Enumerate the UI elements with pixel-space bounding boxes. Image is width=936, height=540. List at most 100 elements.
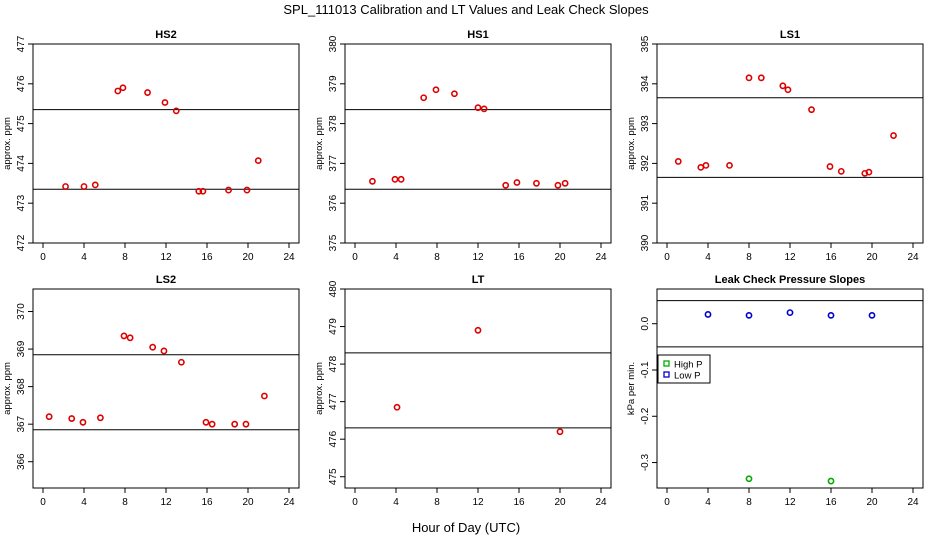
x-tick-label: 0 [40, 497, 46, 508]
data-point [231, 420, 239, 428]
data-point [126, 334, 134, 342]
legend-label: Low P [674, 371, 700, 382]
plot-frame [32, 288, 300, 489]
data-point [865, 168, 873, 176]
y-tick-label: 476 [328, 430, 339, 447]
panel-title: LS2 [156, 274, 176, 286]
y-tick-label: 476 [16, 75, 27, 92]
x-tick-label: 16 [513, 497, 525, 508]
plot-frame [656, 43, 924, 244]
panel-title: LS1 [780, 29, 800, 41]
x-tick-label: 8 [746, 252, 752, 263]
panel-title: Leak Check Pressure Slopes [715, 274, 865, 286]
data-point [533, 179, 540, 187]
data-point [177, 358, 185, 366]
x-tick-label: 8 [746, 497, 752, 508]
data-point [786, 309, 794, 317]
data-point [369, 177, 376, 185]
x-tick-label: 24 [283, 497, 295, 508]
x-tick-label: 24 [907, 252, 919, 263]
data-point [161, 99, 169, 106]
x-tick-label: 20 [242, 497, 254, 508]
data-point [45, 413, 53, 421]
data-point [199, 187, 207, 195]
data-point [502, 181, 510, 189]
y-tick-label: 370 [16, 303, 27, 320]
x-tick-label: 24 [907, 497, 919, 508]
data-point [144, 89, 151, 96]
x-tick-label: 8 [122, 497, 128, 508]
x-tick-label: 16 [513, 252, 525, 263]
panel-leak-check-pressure-slopes: Leak Check Pressure Slopes 0 4 8 12 16 20 24 -0.… [626, 274, 924, 508]
data-point [62, 183, 69, 190]
y-tick-label: 369 [16, 340, 27, 357]
panel-hs2: HS2 0 4 8 12 16 20 24 472 473 474 475 476 477 approx. … [2, 29, 300, 263]
data-point [556, 428, 564, 436]
data-point [120, 332, 128, 340]
data-point [474, 104, 482, 112]
panel-title: LT [472, 274, 485, 286]
legend-box [657, 354, 711, 384]
y-tick-label: 0.0 [640, 316, 651, 330]
x-tick-label: 20 [242, 252, 254, 263]
x-tick-label: 8 [434, 252, 440, 263]
x-tick-label: 16 [825, 252, 837, 263]
x-tick-label: 20 [554, 497, 566, 508]
data-point [391, 175, 399, 183]
data-point [260, 392, 268, 400]
y-tick-label: -0.1 [640, 361, 651, 379]
x-tick-label: 8 [122, 252, 128, 263]
x-tick-label: 20 [866, 497, 878, 508]
plot-frame [344, 43, 612, 244]
data-point [704, 311, 712, 318]
data-point [80, 183, 88, 190]
panel-lt: LT 0 4 8 12 16 20 24 475 476 477 478 479 480 approx. p… [314, 274, 612, 508]
y-tick-label: 473 [16, 194, 27, 211]
data-point [726, 161, 733, 169]
plot-frame [32, 43, 300, 244]
data-point [784, 86, 792, 94]
x-tick-label: 4 [705, 252, 711, 263]
legend-label: High P [674, 360, 703, 371]
data-point [208, 420, 216, 428]
data-point [202, 418, 210, 426]
data-point [195, 187, 203, 195]
data-point [745, 74, 753, 82]
y-tick-label: 478 [328, 355, 339, 372]
y-axis-label: kPa per min. [626, 362, 637, 415]
data-point [779, 82, 787, 90]
data-point [225, 186, 232, 194]
y-tick-label: 367 [16, 415, 27, 432]
x-tick-label: 0 [352, 497, 358, 508]
x-tick-label: 12 [784, 497, 796, 508]
x-tick-label: 4 [393, 497, 399, 508]
x-tick-label: 20 [554, 252, 566, 263]
y-tick-label: 392 [640, 155, 651, 172]
panel-ls2: LS2 0 4 8 12 16 20 24 366 367 368 369 370 approx. ppm [2, 274, 300, 508]
x-tick-label: 16 [201, 252, 213, 263]
data-point [474, 326, 482, 334]
x-tick-label: 16 [825, 497, 837, 508]
y-tick-label: 477 [328, 393, 339, 410]
x-tick-label: 12 [472, 497, 484, 508]
x-axis-label: Hour of Day (UTC) [412, 520, 520, 535]
x-tick-label: 24 [595, 497, 607, 508]
data-point [808, 106, 815, 114]
figure-title: SPL_111013 Calibration and LT Values and… [283, 2, 649, 17]
y-tick-label: 366 [16, 453, 27, 470]
y-tick-label: 474 [16, 155, 27, 172]
x-tick-label: 0 [40, 252, 46, 263]
data-point [480, 105, 488, 113]
x-tick-label: 0 [664, 252, 670, 263]
data-point [254, 157, 262, 165]
y-tick-label: 480 [328, 280, 339, 297]
y-tick-label: 393 [640, 115, 651, 132]
y-tick-label: 390 [640, 234, 651, 251]
y-tick-label: 394 [640, 75, 651, 92]
data-point [745, 475, 753, 483]
panel-title: HS2 [155, 29, 176, 41]
data-point [79, 418, 87, 426]
data-point [451, 90, 458, 98]
x-tick-label: 0 [664, 497, 670, 508]
data-point [826, 163, 834, 170]
